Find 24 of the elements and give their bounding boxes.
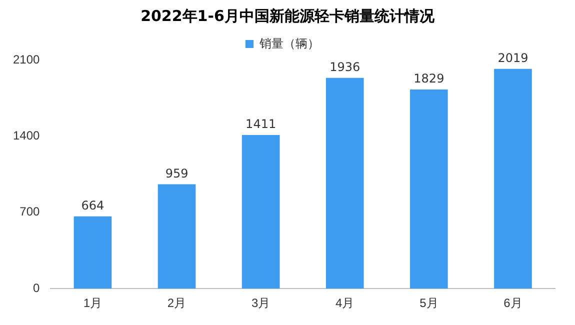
- bar: [326, 78, 364, 289]
- data-label: 2019: [498, 50, 528, 65]
- x-tick-label: 3月: [251, 296, 270, 310]
- x-tick-label: 1月: [83, 296, 102, 310]
- data-label: 959: [165, 166, 188, 180]
- bar: [242, 135, 280, 289]
- y-tick-label: 700: [20, 204, 40, 219]
- data-label: 1829: [414, 72, 444, 86]
- y-tick-label: 2100: [12, 52, 40, 66]
- data-label: 664: [81, 198, 104, 212]
- bar: [410, 90, 448, 289]
- data-label: 1936: [330, 60, 360, 74]
- bar: [158, 184, 196, 289]
- x-tick-label: 4月: [336, 296, 354, 310]
- bar: [74, 216, 112, 289]
- y-tick-label: 0: [33, 280, 40, 295]
- bar: [494, 68, 532, 289]
- x-tick-label: 5月: [420, 296, 438, 310]
- x-tick-label: 2月: [167, 296, 186, 310]
- chart-title: 2022年1-6月中国新能源轻卡销量统计情况: [140, 6, 436, 27]
- legend-label: 销量（辆）: [258, 36, 320, 50]
- y-tick-label: 1400: [12, 128, 40, 143]
- x-tick-label: 6月: [504, 296, 522, 310]
- data-label: 1411: [246, 117, 276, 132]
